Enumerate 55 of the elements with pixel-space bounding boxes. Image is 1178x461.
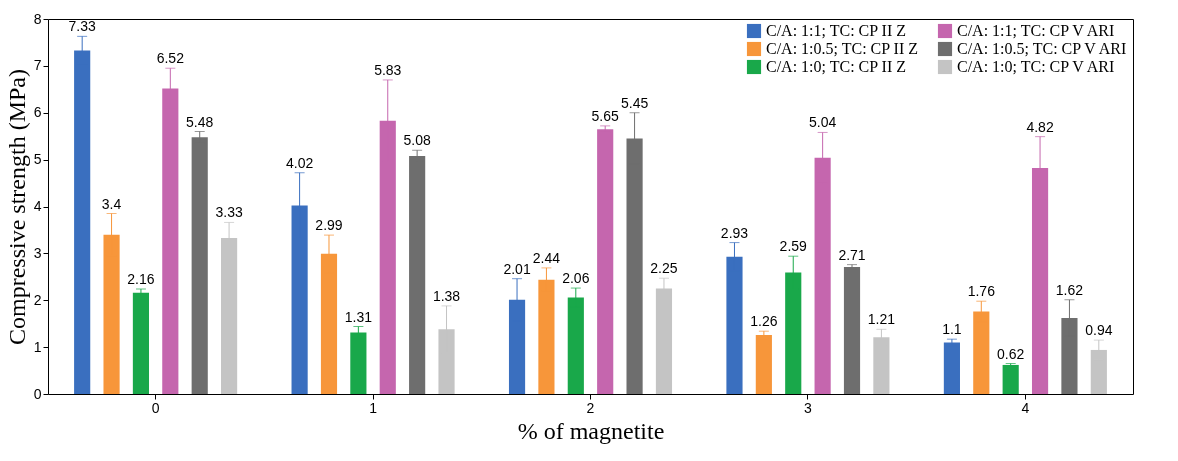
data-label: 1.31 <box>344 308 373 325</box>
x-tick-label: 4 <box>1021 399 1030 416</box>
data-label: 2.59 <box>779 238 808 255</box>
data-label: 6.52 <box>156 50 185 67</box>
x-tick-label: 0 <box>151 399 160 416</box>
legend-label: C/A: 1:0; TC: CP V ARI <box>957 58 1115 75</box>
y-tick-label: 6 <box>33 104 42 121</box>
x-tick-label: 3 <box>804 399 813 416</box>
data-label: 0.62 <box>997 345 1025 362</box>
data-label: 7.33 <box>68 18 97 35</box>
y-tick-label: 2 <box>33 291 42 308</box>
legend-label: C/A: 1:0.5; TC: CP V ARI <box>957 40 1127 57</box>
legend-label: C/A: 1:0; TC: CP II Z <box>766 58 907 75</box>
data-label: 3.4 <box>101 195 122 212</box>
data-label: 1.38 <box>432 287 461 304</box>
x-axis-title: % of magnetite <box>517 417 665 444</box>
data-label: 1.26 <box>750 313 778 330</box>
data-label: 5.08 <box>403 132 431 149</box>
data-label: 2.16 <box>127 271 155 287</box>
y-tick-label: 3 <box>33 244 42 261</box>
data-label: 2.25 <box>650 260 678 277</box>
y-tick-label: 5 <box>33 151 42 168</box>
data-label: 5.48 <box>186 113 214 130</box>
x-tick-label: 1 <box>369 399 378 416</box>
data-label: 1.21 <box>867 311 896 328</box>
data-label: 2.71 <box>838 246 866 263</box>
y-tick-label: 8 <box>33 10 42 27</box>
data-label: 2.93 <box>720 224 749 241</box>
legend-label: C/A: 1:1; TC: CP V ARI <box>957 22 1115 39</box>
data-label: 3.33 <box>215 204 243 221</box>
bar <box>409 155 426 394</box>
legend-label: C/A: 1:1; TC: CP II Z <box>766 22 907 39</box>
bar <box>843 266 861 394</box>
data-label: 2.06 <box>562 270 590 287</box>
data-label: 1.62 <box>1055 281 1084 298</box>
data-label: 5.04 <box>809 114 837 131</box>
y-axis-title: Compressive strength (MPa) <box>3 69 30 345</box>
data-label: 4.82 <box>1026 118 1054 135</box>
data-label: 5.83 <box>374 61 402 78</box>
data-label: 0.94 <box>1085 322 1113 339</box>
data-label: 5.65 <box>591 107 620 124</box>
data-label: 2.99 <box>315 217 343 234</box>
data-label: 1.76 <box>967 283 996 300</box>
legend-label: C/A: 1:0.5; TC: CP II Z <box>766 40 919 57</box>
data-label: 2.01 <box>503 260 531 277</box>
data-label: 2.44 <box>532 249 561 266</box>
y-tick-label: 1 <box>33 338 42 355</box>
data-label: 1.1 <box>942 321 962 338</box>
x-tick-label: 2 <box>586 399 595 416</box>
bar <box>1002 364 1019 394</box>
y-tick-label: 7 <box>33 57 42 74</box>
y-tick-label: 0 <box>33 385 42 402</box>
data-label: 4.02 <box>285 154 314 171</box>
y-tick-label: 4 <box>33 198 42 214</box>
data-label: 5.45 <box>620 94 649 111</box>
